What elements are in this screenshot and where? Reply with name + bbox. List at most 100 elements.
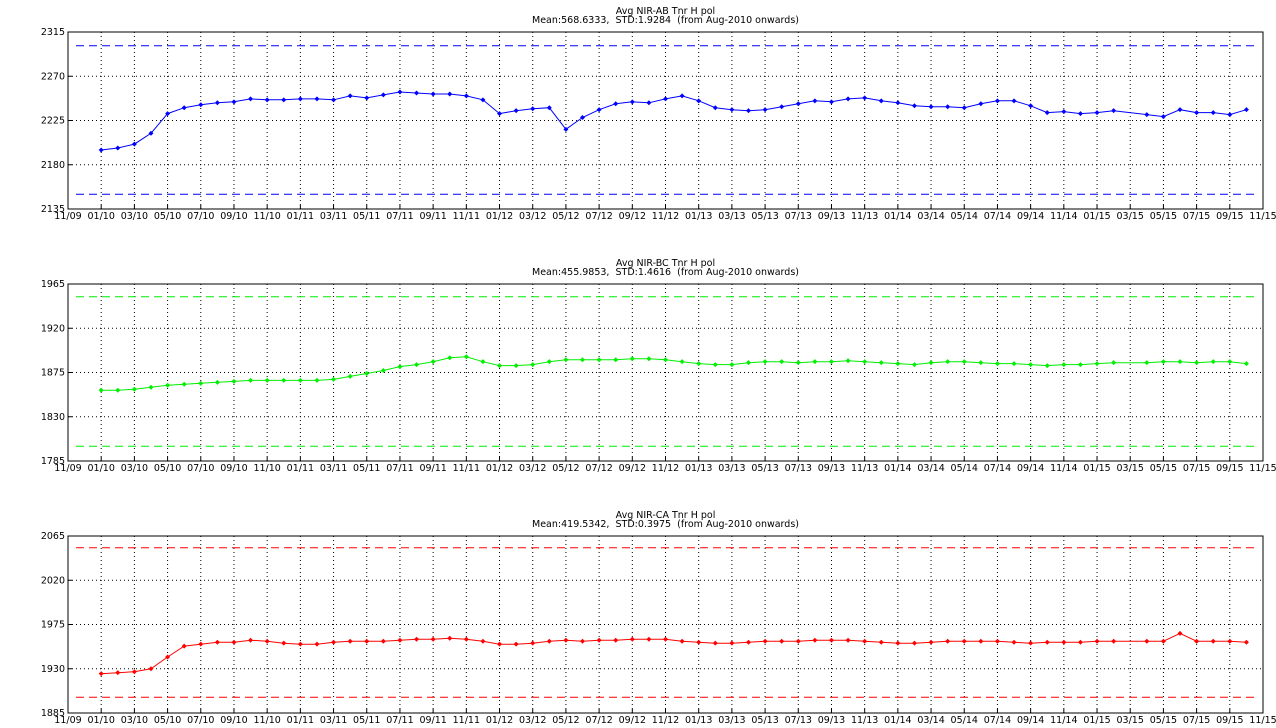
- point: [1160, 359, 1166, 365]
- point: [1011, 361, 1017, 367]
- point: [795, 638, 801, 644]
- point: [364, 370, 370, 376]
- x-tick-label: 01/13: [685, 463, 712, 474]
- x-tick-label: 03/11: [320, 463, 347, 474]
- point: [1028, 640, 1034, 646]
- y-tick-label: 2065: [41, 531, 65, 542]
- point: [729, 362, 735, 368]
- x-tick-label: 07/15: [1183, 463, 1210, 474]
- x-tick-label: 05/14: [951, 211, 978, 222]
- point: [1061, 639, 1067, 645]
- point: [497, 111, 503, 117]
- point: [895, 361, 901, 367]
- point: [994, 98, 1000, 104]
- point: [945, 359, 951, 365]
- point: [646, 636, 652, 642]
- point: [414, 90, 420, 96]
- x-tick-label: 05/13: [751, 211, 778, 222]
- x-tick-label: 07/14: [984, 211, 1011, 222]
- point: [1243, 107, 1249, 113]
- x-tick-label: 07/10: [187, 463, 214, 474]
- point: [198, 380, 204, 386]
- point: [1061, 362, 1067, 368]
- point: [762, 638, 768, 644]
- point: [563, 126, 569, 132]
- point: [181, 105, 187, 111]
- point: [613, 637, 619, 643]
- chart-title: Avg NIR-AB Tnr H pol: [616, 6, 715, 17]
- x-tick-label: 07/12: [585, 463, 612, 474]
- point: [364, 638, 370, 644]
- point: [795, 360, 801, 366]
- x-tick-label: 09/11: [419, 211, 446, 222]
- point: [331, 97, 337, 103]
- point: [712, 105, 718, 111]
- point: [231, 378, 237, 384]
- point: [397, 364, 403, 370]
- x-tick-label: 01/11: [287, 715, 314, 726]
- point: [1144, 112, 1150, 118]
- plot-frame: [67, 283, 1264, 462]
- point: [165, 654, 171, 660]
- x-tick-label: 05/12: [552, 715, 579, 726]
- point: [1011, 639, 1017, 645]
- chart-subtitle: Mean:568.6333, STD:1.9284 (from Aug-2010…: [532, 15, 799, 26]
- point: [613, 101, 619, 107]
- point: [795, 101, 801, 107]
- x-tick-label: 09/11: [419, 715, 446, 726]
- x-tick-label: 11/10: [253, 463, 280, 474]
- point: [729, 107, 735, 113]
- x-tick-label: 05/15: [1150, 715, 1177, 726]
- chart-subtitle: Mean:455.9853, STD:1.4616 (from Aug-2010…: [532, 267, 799, 278]
- point: [463, 354, 469, 360]
- x-tick-label: 07/10: [187, 715, 214, 726]
- point: [530, 640, 536, 646]
- point: [397, 89, 403, 95]
- x-tick-label: 05/15: [1150, 211, 1177, 222]
- y-tick-label: 2315: [41, 27, 65, 38]
- x-tick-label: 03/14: [917, 211, 944, 222]
- x-tick-label: 09/14: [1017, 211, 1044, 222]
- point: [596, 107, 602, 113]
- point: [1227, 112, 1233, 118]
- point: [978, 638, 984, 644]
- point: [762, 107, 768, 113]
- point: [961, 638, 967, 644]
- y-tick-label: 2020: [41, 575, 65, 586]
- point: [397, 637, 403, 643]
- point: [563, 637, 569, 643]
- x-tick-label: 09/13: [818, 463, 845, 474]
- point: [546, 105, 552, 111]
- point: [264, 377, 270, 383]
- point: [115, 145, 121, 151]
- point: [1094, 361, 1100, 367]
- x-tick-label: 11/13: [851, 463, 878, 474]
- point: [1177, 107, 1183, 113]
- point: [812, 98, 818, 104]
- point: [679, 93, 685, 99]
- point: [281, 377, 287, 383]
- x-tick-label: 01/14: [884, 715, 911, 726]
- x-tick-label: 03/10: [121, 211, 148, 222]
- point: [828, 359, 834, 365]
- x-tick-label: 11/09: [54, 211, 81, 222]
- x-tick-label: 05/11: [353, 463, 380, 474]
- point: [231, 99, 237, 105]
- x-tick-label: 09/10: [220, 463, 247, 474]
- x-tick-label: 05/13: [751, 463, 778, 474]
- point: [911, 362, 917, 368]
- point: [497, 363, 503, 369]
- x-tick-label: 11/10: [253, 715, 280, 726]
- x-tick-label: 07/11: [386, 463, 413, 474]
- point: [1243, 639, 1249, 645]
- x-tick-label: 05/13: [751, 715, 778, 726]
- point: [712, 640, 718, 646]
- point: [297, 641, 303, 647]
- x-tick-label: 11/13: [851, 715, 878, 726]
- x-tick-label: 09/10: [220, 715, 247, 726]
- x-tick-label: 07/11: [386, 211, 413, 222]
- point: [1028, 362, 1034, 368]
- point: [115, 670, 121, 676]
- x-tick-label: 07/14: [984, 463, 1011, 474]
- point: [961, 359, 967, 365]
